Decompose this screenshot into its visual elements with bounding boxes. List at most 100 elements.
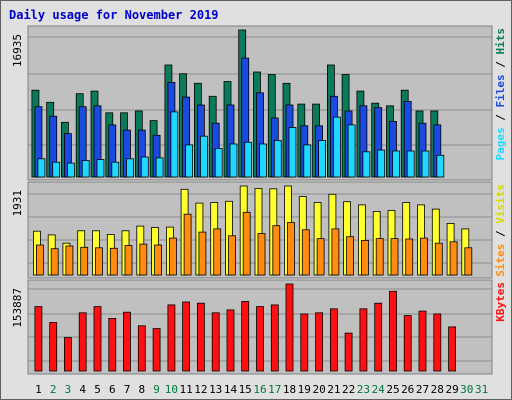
visits-sites-max-label: 1931 [11,190,24,217]
kbytes-bar-day-23 [359,308,368,372]
sites-bar-day-3 [65,245,74,276]
kbytes-bar-day-14 [226,309,235,372]
kbytes-bar-day-22 [344,332,353,372]
sites-bar-day-2 [50,248,59,276]
hits-files-pages-series-label: Pages / Files / Hits [494,28,507,161]
day-label-6: 6 [109,383,116,396]
day-label-31: 31 [475,383,488,396]
kbytes-bar-day-4 [78,312,87,372]
sites-bar-day-5 [95,247,103,276]
kbytes-bar-day-15 [241,301,250,372]
sites-bar-day-20 [316,238,325,276]
sites-bar-day-30 [464,247,473,276]
day-label-23: 23 [357,383,370,396]
day-label-1: 1 [35,383,42,396]
day-label-24: 24 [372,383,386,396]
kbytes-bar-day-13 [211,312,220,372]
kbytes-bar-day-2 [49,321,58,372]
day-label-9: 9 [153,383,160,396]
day-label-28: 28 [431,383,444,396]
sites-bar-day-9 [154,244,163,276]
kbytes-bar-day-19 [300,313,309,372]
sites-bar-day-1 [36,244,44,276]
sites-bar-day-25 [390,238,399,276]
sites-bar-day-27 [420,237,428,276]
day-label-25: 25 [386,383,399,396]
sites-bar-day-24 [375,238,384,276]
day-label-5: 5 [94,383,101,396]
kbytes-bar-day-7 [123,311,131,372]
sites-bar-day-7 [124,245,133,276]
pages-bar-day-22 [347,124,356,178]
day-label-30: 30 [460,383,473,396]
pages-bar-day-27 [421,150,430,178]
pages-bar-day-26 [406,150,415,178]
day-label-7: 7 [124,383,131,396]
pages-bar-day-25 [392,150,400,178]
series-label-part: Hits [494,28,507,55]
visits-sites-series-label: Sites / Visits [494,184,507,277]
chart-title: Daily usage for November 2019 [9,8,219,22]
pages-bar-day-13 [214,147,223,178]
kbytes-bar-day-10 [167,304,176,372]
pages-bar-day-11 [185,144,194,178]
sites-bar-day-12 [198,231,207,276]
day-label-4: 4 [79,383,86,396]
pages-bar-day-24 [377,149,386,178]
pages-bar-day-15 [244,141,253,178]
day-label-2: 2 [50,383,57,396]
sites-bar-day-16 [257,233,266,276]
day-label-18: 18 [283,383,296,396]
pages-bar-day-17 [273,140,282,178]
series-label-part: / [494,108,507,128]
pages-bar-day-23 [362,151,371,178]
sites-bar-day-10 [168,237,177,276]
day-label-15: 15 [239,383,252,396]
day-label-16: 16 [253,383,266,396]
series-label-part: Sites [494,244,507,277]
sites-bar-day-4 [80,246,89,276]
day-label-8: 8 [138,383,145,396]
sites-bar-day-18 [287,222,295,276]
pages-bar-day-6 [111,161,120,178]
pages-bar-day-28 [436,154,445,178]
kbytes-bar-day-16 [256,306,264,372]
day-label-13: 13 [209,383,222,396]
pages-bar-day-1 [37,158,46,178]
kbytes-bar-day-12 [196,302,205,372]
pages-bar-day-14 [229,143,238,178]
sites-bar-day-19 [301,229,310,276]
sites-bar-day-15 [242,211,251,276]
day-label-19: 19 [298,383,311,396]
kbytes-bar-day-29 [448,326,457,372]
kbytes-bar-day-27 [418,310,427,372]
pages-bar-day-8 [140,156,149,178]
pages-bar-day-21 [332,116,341,178]
pages-bar-day-3 [67,162,75,178]
sites-bar-day-29 [449,241,458,276]
kbytes-bar-day-5 [93,306,102,372]
pages-bar-day-2 [52,161,61,178]
day-label-12: 12 [194,383,207,396]
sites-bar-day-22 [346,236,355,276]
series-label-part: KBytes [494,282,507,322]
day-label-11: 11 [179,383,192,396]
sites-bar-day-17 [272,225,281,276]
pages-bar-day-4 [81,160,90,178]
sites-bar-day-11 [183,213,192,276]
kbytes-max-label: 153887 [11,288,24,328]
day-label-10: 10 [165,383,178,396]
day-label-3: 3 [65,383,72,396]
kbytes-bar-day-9 [152,328,161,372]
pages-bar-day-7 [126,158,134,178]
day-label-22: 22 [342,383,355,396]
pages-bar-day-12 [199,135,208,178]
day-label-14: 14 [224,383,238,396]
sites-bar-day-6 [109,247,118,276]
kbytes-series-label: KBytes [494,282,507,322]
pages-bar-day-16 [259,143,267,178]
kbytes-bar-day-28 [433,313,442,372]
day-label-17: 17 [268,383,281,396]
kbytes-bar-day-24 [374,302,383,372]
